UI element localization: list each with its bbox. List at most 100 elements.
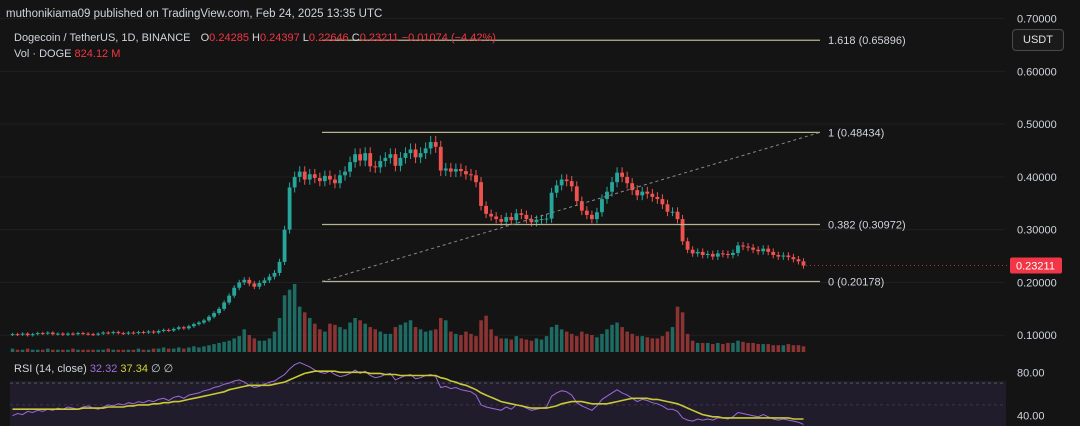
candle-body xyxy=(86,333,91,335)
candle-body xyxy=(161,329,166,331)
volume-bar xyxy=(444,320,448,352)
candle-body xyxy=(423,148,428,154)
candle-body xyxy=(796,259,801,262)
candle-body xyxy=(257,282,262,287)
symbol-title[interactable]: Dogecoin / TetherUS, 1D, BINANCE xyxy=(14,32,191,44)
volume-bar xyxy=(131,349,136,352)
candle-body xyxy=(418,153,423,158)
candle-body xyxy=(156,331,161,333)
candle-body xyxy=(680,219,685,242)
volume-bar xyxy=(549,327,554,352)
candle-body xyxy=(101,332,106,334)
volume-bar xyxy=(71,348,75,352)
price-axis[interactable]: 0.10000 0.20000 0.30000 0.40000 0.50000 0.600… xyxy=(806,14,1062,423)
candle-body xyxy=(136,332,141,334)
volume-bar xyxy=(368,327,372,352)
candle-body xyxy=(549,192,554,219)
volume-bar xyxy=(35,349,40,352)
volume-bar xyxy=(519,338,524,352)
volume-bar xyxy=(187,347,191,352)
volume-bar xyxy=(645,337,650,352)
volume-bar xyxy=(76,349,80,352)
volume-bar xyxy=(569,333,574,352)
volume-bar xyxy=(438,318,443,352)
candle-body xyxy=(589,214,594,220)
candle-body xyxy=(312,174,317,178)
volume-bar xyxy=(353,318,357,352)
candle-body xyxy=(710,253,715,257)
volume-bar xyxy=(741,341,745,352)
candle-body xyxy=(499,219,504,222)
candle-body xyxy=(443,168,448,171)
volume-bar xyxy=(197,347,201,352)
last-price-label: 0.23211 xyxy=(1016,260,1055,272)
candle-body xyxy=(181,327,186,329)
volume-bar xyxy=(388,333,393,352)
volume-bar xyxy=(700,342,705,352)
volume-bar xyxy=(182,348,186,352)
candle-body xyxy=(126,332,131,334)
volume-bar xyxy=(338,327,342,352)
volume-bar xyxy=(675,306,680,352)
volume-bar xyxy=(161,347,166,352)
candle-body xyxy=(675,211,680,220)
volume-bar xyxy=(413,327,418,352)
volume-label[interactable]: Vol · DOGE xyxy=(14,48,72,60)
volume-bar xyxy=(232,338,236,352)
rsi-label[interactable]: RSI (14, close) xyxy=(14,363,87,375)
candle-body xyxy=(358,154,363,161)
candle-body xyxy=(469,174,473,176)
candle-body xyxy=(50,332,55,335)
fib-label: 1.618 (0.65896) xyxy=(828,35,906,47)
volume-bar xyxy=(20,349,25,352)
volume-bar xyxy=(635,336,639,352)
candle-body xyxy=(453,168,458,172)
volume-bar xyxy=(580,331,584,352)
volume-bar xyxy=(91,349,95,352)
price-tick-label: 0.40000 xyxy=(1017,172,1057,184)
candle-body xyxy=(554,185,559,193)
candle-body xyxy=(81,333,85,335)
volume-bar xyxy=(287,289,292,352)
fibonacci-levels[interactable]: 1.618 (0.65896) 1 (0.48434) 0.382 (0.30972… xyxy=(321,35,906,289)
candle-body xyxy=(343,171,347,176)
close-label: C xyxy=(351,32,360,44)
candle-body xyxy=(630,183,635,191)
volume-bar xyxy=(705,342,710,352)
candle-body xyxy=(771,251,776,255)
candle-body xyxy=(10,334,15,336)
candle-body xyxy=(282,229,287,262)
volume-bar xyxy=(736,340,740,352)
candle-body xyxy=(166,329,171,331)
volume-bar xyxy=(156,348,161,352)
candle-body xyxy=(635,190,640,196)
volume-bar xyxy=(10,348,15,352)
symbol-legend: Dogecoin / TetherUS, 1D, BINANCE O0.2428… xyxy=(14,32,496,44)
candle-body xyxy=(393,154,398,166)
volume-bar xyxy=(544,336,549,352)
candle-body xyxy=(665,204,670,212)
candle-body xyxy=(569,181,574,187)
rsi-ma-line xyxy=(12,370,804,420)
candle-body xyxy=(76,333,80,335)
open-value: 0.24285 xyxy=(209,32,249,44)
candle-body xyxy=(479,182,483,206)
candle-body xyxy=(277,261,282,273)
volume-bar xyxy=(61,349,65,352)
volume-bar xyxy=(786,344,791,352)
price-tick-label: 0.10000 xyxy=(1017,330,1057,342)
volume-bar xyxy=(489,329,493,352)
volume-bar xyxy=(746,342,750,352)
currency-button[interactable]: USDT xyxy=(1012,29,1064,51)
volume-bar xyxy=(222,341,226,352)
candle-body xyxy=(71,333,75,335)
candle-body xyxy=(438,146,443,171)
candle-body xyxy=(398,157,403,166)
high-value: 0.24397 xyxy=(259,32,300,44)
volume-bar xyxy=(40,349,45,352)
last-price-badge xyxy=(1010,257,1062,274)
volume-bar xyxy=(499,338,503,352)
volume-bar xyxy=(640,336,645,352)
volume-bar xyxy=(121,349,126,352)
